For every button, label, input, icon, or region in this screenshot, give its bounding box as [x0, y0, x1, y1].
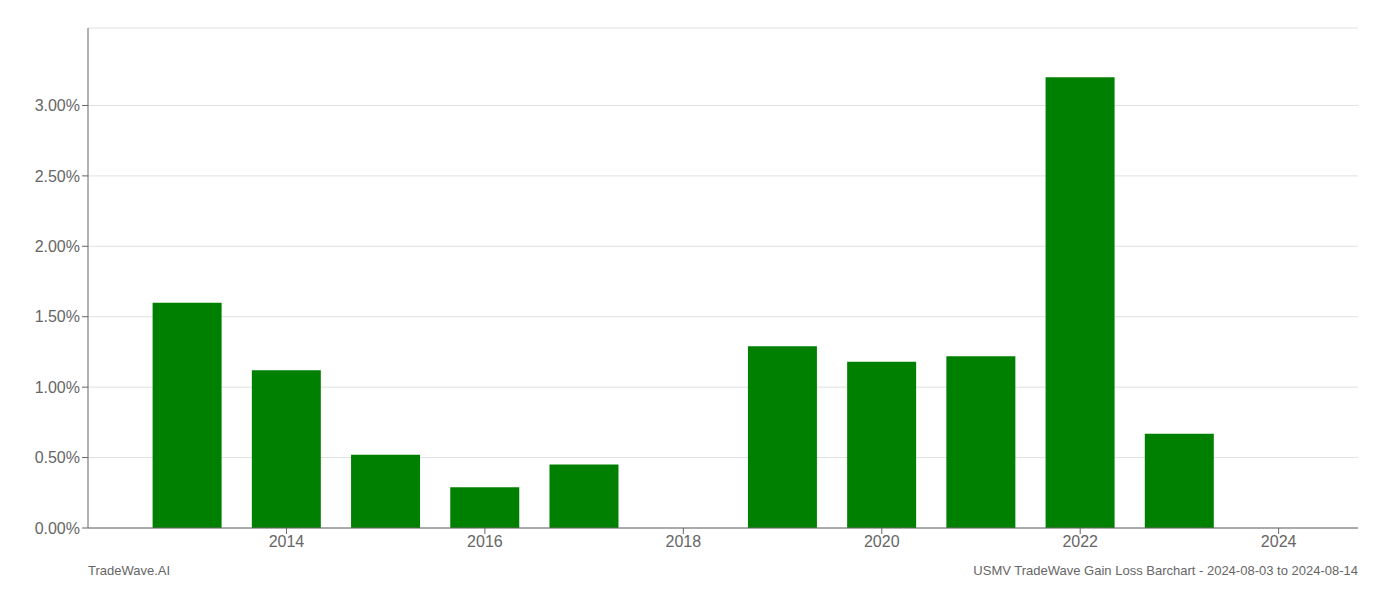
svg-text:1.00%: 1.00% — [35, 379, 80, 396]
svg-text:3.00%: 3.00% — [35, 97, 80, 114]
svg-text:2016: 2016 — [467, 533, 503, 550]
svg-text:2022: 2022 — [1062, 533, 1098, 550]
svg-text:2014: 2014 — [269, 533, 305, 550]
svg-text:0.50%: 0.50% — [35, 449, 80, 466]
svg-text:2020: 2020 — [864, 533, 900, 550]
svg-text:2018: 2018 — [666, 533, 702, 550]
svg-text:2.00%: 2.00% — [35, 238, 80, 255]
svg-text:1.50%: 1.50% — [35, 308, 80, 325]
svg-text:2.50%: 2.50% — [35, 168, 80, 185]
html-text:USMV TradeWave Gain Loss Barch: USMV TradeWave Gain Loss Barchart - 2024… — [973, 563, 1358, 578]
svg-text:2024: 2024 — [1261, 533, 1297, 550]
html-text:TradeWave.AI: TradeWave.AI — [88, 563, 171, 578]
svg-text:0.00%: 0.00% — [35, 520, 80, 537]
